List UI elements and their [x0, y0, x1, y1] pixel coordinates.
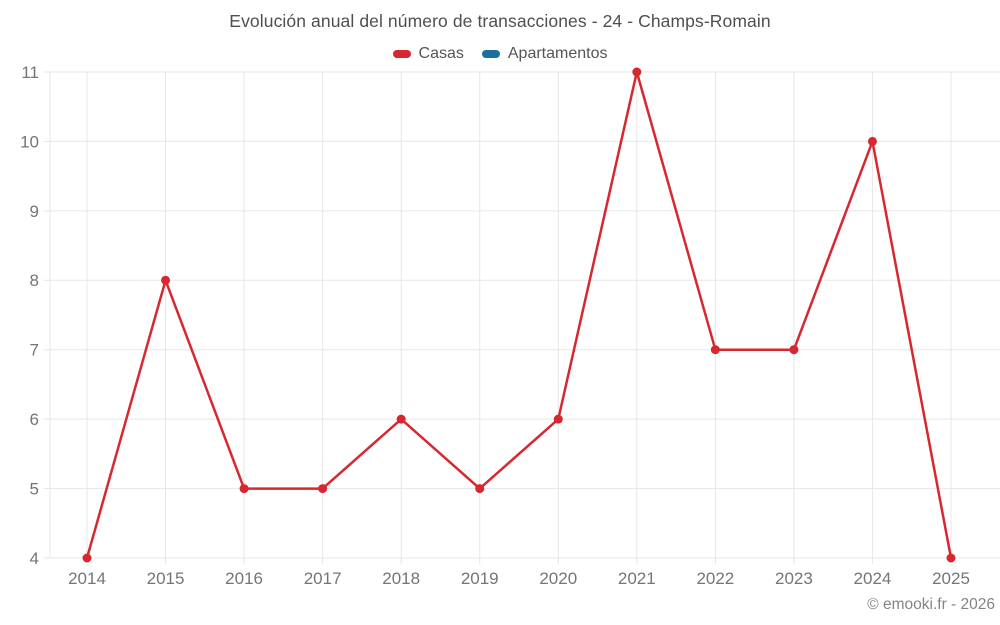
x-axis-label: 2015 [147, 569, 185, 588]
data-point-casas-2014[interactable] [82, 553, 92, 563]
x-axis-label: 2016 [225, 569, 263, 588]
data-point-casas-2015[interactable] [161, 275, 171, 285]
y-axis-label: 10 [20, 132, 39, 151]
x-axis-label: 2025 [932, 569, 970, 588]
legend-item-casas[interactable]: Casas [392, 45, 464, 63]
data-point-casas-2024[interactable] [867, 136, 877, 146]
x-axis-label: 2018 [382, 569, 420, 588]
series-line-casas [85, 70, 953, 560]
data-point-casas-2021[interactable] [632, 67, 642, 77]
x-axis-label: 2019 [461, 569, 499, 588]
y-axis-label: 8 [30, 271, 39, 290]
data-point-casas-2023[interactable] [789, 345, 799, 355]
y-axis-label: 9 [30, 202, 39, 221]
x-axis-label: 2022 [696, 569, 734, 588]
y-axis-label: 5 [30, 480, 39, 499]
x-axis-label: 2023 [775, 569, 813, 588]
data-point-casas-2025[interactable] [946, 553, 956, 563]
x-axis-label: 2014 [68, 569, 106, 588]
legend-label-casas: Casas [418, 45, 464, 62]
x-axis-label: 2021 [618, 569, 656, 588]
data-point-casas-2019[interactable] [475, 484, 485, 494]
data-point-casas-2020[interactable] [553, 414, 563, 424]
y-axis-label: 11 [21, 63, 39, 82]
data-point-casas-2016[interactable] [239, 484, 249, 494]
chart-title: Evolución anual del número de transaccio… [229, 11, 771, 31]
x-axis-label: 2024 [854, 569, 892, 588]
legend-label-apartamentos: Apartamentos [507, 45, 608, 62]
x-axis-label: 2020 [539, 569, 577, 588]
data-point-casas-2017[interactable] [318, 484, 328, 494]
chart-legend: Casas Apartamentos [0, 45, 1000, 63]
legend-swatch-apartamentos-icon [481, 50, 500, 58]
y-axis-label: 7 [30, 341, 39, 360]
footer-copyright: © emooki.fr - 2026 [867, 596, 995, 613]
legend-item-apartamentos[interactable]: Apartamentos [481, 45, 608, 63]
y-axis-label: 6 [30, 410, 39, 429]
y-axis-label: 4 [30, 549, 39, 568]
data-point-casas-2022[interactable] [710, 345, 720, 355]
legend-swatch-casas-icon [392, 50, 411, 58]
data-point-casas-2018[interactable] [396, 414, 406, 424]
x-axis-label: 2017 [304, 569, 342, 588]
